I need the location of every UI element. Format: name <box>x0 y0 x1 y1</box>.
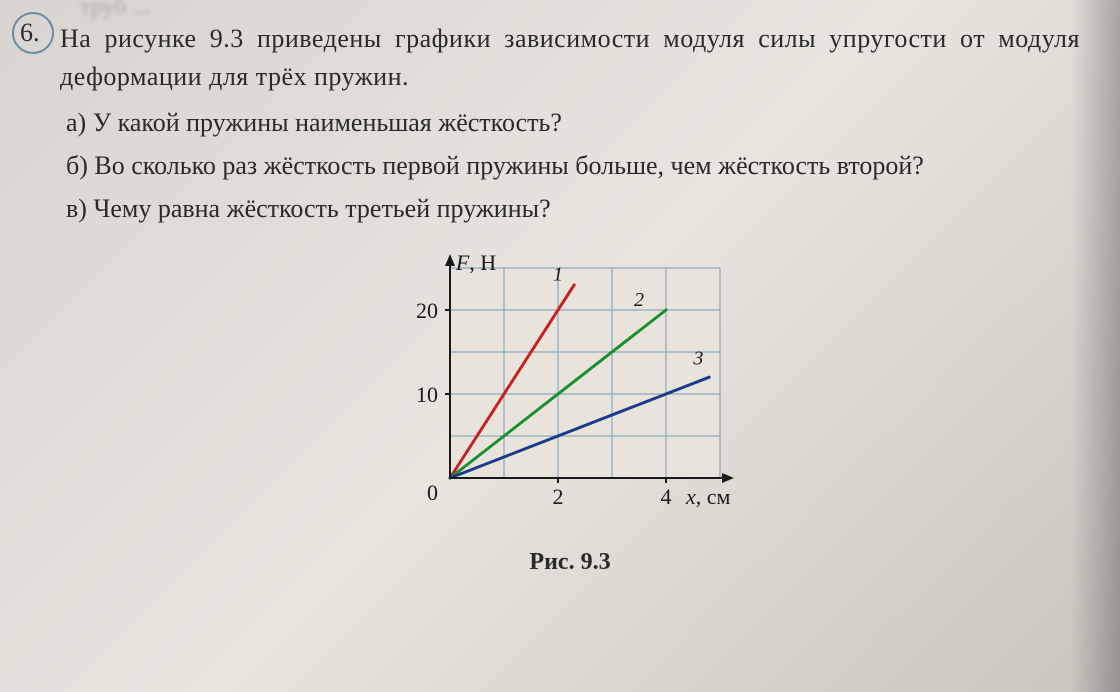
svg-text:4: 4 <box>661 484 672 509</box>
chart-caption: Рис. 9.3 <box>380 549 760 576</box>
svg-text:2: 2 <box>553 484 564 509</box>
item-a: а) У какой пружины наименьшая жёсткость? <box>66 103 1080 142</box>
problem-main-text: На рисунке 9.3 приведены графики зависим… <box>60 20 1080 95</box>
item-b: б) Во сколько раз жёсткость первой пружи… <box>66 146 1080 185</box>
item-b-letter: б) <box>66 151 88 180</box>
main-line-1: На рисунке 9.3 приведены графики зависим… <box>60 24 745 53</box>
svg-text:0: 0 <box>427 480 438 505</box>
item-b-text: Во сколько раз жёсткость первой пружины … <box>94 151 923 180</box>
page-shadow <box>1070 0 1120 692</box>
svg-text:1: 1 <box>553 264 563 286</box>
item-v-letter: в) <box>66 194 87 223</box>
problem-number: 6. <box>20 18 40 48</box>
problem-sub-items: а) У какой пружины наименьшая жёсткость?… <box>66 103 1080 228</box>
svg-text:10: 10 <box>416 382 438 407</box>
svg-text:x, см: x, см <box>685 484 731 509</box>
item-a-text: У какой пружины наименьшая жёсткость? <box>93 108 562 137</box>
line-chart: 10 20 2 4 0 F, Н x, см 1 2 3 <box>380 248 760 528</box>
item-a-letter: а) <box>66 108 86 137</box>
svg-text:3: 3 <box>692 348 703 370</box>
item-v-text: Чему равна жёсткость третьей пружины? <box>93 194 550 223</box>
svg-text:20: 20 <box>416 298 438 323</box>
chart-container: 10 20 2 4 0 F, Н x, см 1 2 3 Рис. 9.3 <box>380 248 760 576</box>
item-v: в) Чему равна жёсткость третьей пружины? <box>66 189 1080 228</box>
blurred-prev-line: труб ... <box>80 0 150 21</box>
svg-text:2: 2 <box>634 289 644 311</box>
svg-text:F, Н: F, Н <box>455 250 496 275</box>
